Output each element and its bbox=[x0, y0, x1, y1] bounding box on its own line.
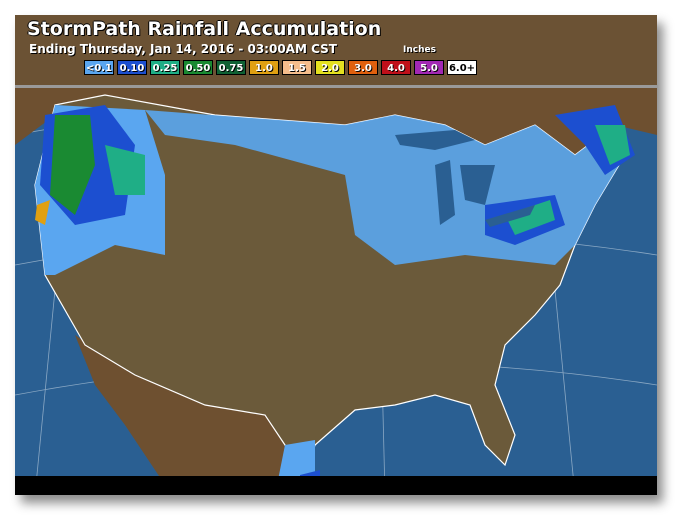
great-lakes bbox=[395, 130, 535, 227]
canada-landmass bbox=[15, 85, 657, 155]
legend-swatch: <0.1 bbox=[84, 60, 114, 75]
legend-swatch: 3.0 bbox=[348, 60, 378, 75]
map-title: StormPath Rainfall Accumulation bbox=[27, 18, 382, 40]
legend-swatch: 0.10 bbox=[117, 60, 147, 75]
legend-swatch: 0.25 bbox=[150, 60, 180, 75]
map-subtitle: Ending Thursday, Jan 14, 2016 - 03:00AM … bbox=[29, 42, 337, 56]
legend-swatch: 0.75 bbox=[216, 60, 246, 75]
rainfall-overlay bbox=[35, 105, 635, 495]
units-label: Inches bbox=[403, 45, 436, 55]
legend-swatch: 6.0+ bbox=[447, 60, 477, 75]
rainfall-map-frame: StormPath Rainfall Accumulation Ending T… bbox=[15, 15, 657, 495]
legend-swatch: 0.50 bbox=[183, 60, 213, 75]
rainfall-legend: <0.1 0.10 0.25 0.50 0.75 1.0 1.5 2.0 3.0 4.0 5.0 6.… bbox=[84, 60, 477, 75]
legend-swatch: 1.5 bbox=[282, 60, 312, 75]
legend-swatch: 5.0 bbox=[414, 60, 444, 75]
bottom-bar bbox=[15, 476, 657, 495]
legend-swatch: 4.0 bbox=[381, 60, 411, 75]
mexico-landmass bbox=[75, 335, 305, 495]
legend-swatch: 2.0 bbox=[315, 60, 345, 75]
rainfall-map bbox=[15, 84, 657, 495]
legend-swatch: 1.0 bbox=[249, 60, 279, 75]
map-header: StormPath Rainfall Accumulation Ending T… bbox=[15, 15, 657, 88]
